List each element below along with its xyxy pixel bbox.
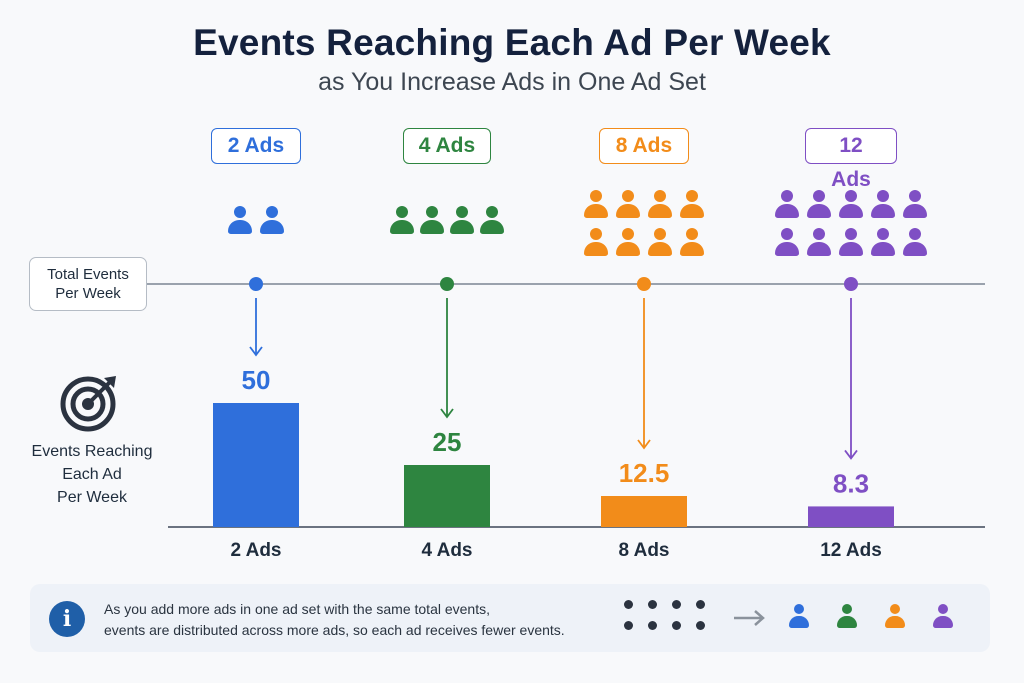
x-tick-label-12-ads: 12 Ads (820, 540, 882, 561)
info-note-box: i As you add more ads in one ad set with… (30, 584, 990, 652)
person-icon (679, 228, 705, 262)
people-group-12-icon (774, 190, 928, 262)
person-icon (227, 206, 253, 240)
y-axis-label-line1: Events Reaching (31, 443, 153, 460)
bar-2-ads (213, 403, 299, 527)
person-icon (583, 228, 609, 262)
person-icon (479, 206, 505, 240)
person-icon (902, 190, 928, 224)
x-tick-label-2-ads: 2 Ads (230, 540, 282, 561)
info-note-line2: events are distributed across more ads, … (104, 622, 565, 638)
person-orange-icon (884, 604, 906, 634)
info-icon: i (49, 601, 85, 637)
people-group-2-icon (227, 206, 285, 240)
distribution-arrowhead (440, 408, 454, 419)
x-tick-label-4-ads: 4 Ads (421, 540, 473, 561)
person-icon (615, 190, 641, 224)
distribution-arrowhead (637, 439, 651, 450)
bar-8-ads (601, 496, 687, 527)
people-group-4-icon (389, 206, 505, 240)
y-axis-label-line3: Per Week (57, 489, 127, 506)
person-icon (806, 190, 832, 224)
person-icon (419, 206, 445, 240)
event-dots-icon (624, 600, 720, 630)
people-group-8-icon (583, 190, 705, 262)
person-icon (259, 206, 285, 240)
person-icon (902, 228, 928, 262)
person-icon (679, 190, 705, 224)
person-icon (647, 190, 673, 224)
total-line-dot (249, 277, 263, 291)
bar-12-ads (808, 506, 894, 527)
person-icon (870, 228, 896, 262)
person-icon (838, 190, 864, 224)
total-line-dot (844, 277, 858, 291)
distribution-arrowhead (844, 449, 858, 460)
bar-data-label: 8.3 (833, 468, 869, 498)
person-purple-icon (932, 604, 954, 634)
total-events-label: Total Events Per Week (29, 257, 147, 311)
person-icon (389, 206, 415, 240)
group-chip-8-ads: 8 Ads (599, 128, 689, 164)
group-chip-4-ads: 4 Ads (403, 128, 491, 164)
bar-4-ads (404, 465, 490, 527)
person-blue-icon (788, 604, 810, 634)
person-icon (583, 190, 609, 224)
person-icon (806, 228, 832, 262)
total-line-dot (440, 277, 454, 291)
distribution-arrowhead (249, 346, 263, 357)
y-axis-label-line2: Each Ad (62, 466, 122, 483)
person-icon (870, 190, 896, 224)
x-tick-label-8-ads: 8 Ads (618, 540, 670, 561)
info-note-line1: As you add more ads in one ad set with t… (104, 601, 490, 617)
arrow-right-icon (734, 610, 765, 626)
chart-subtitle: as You Increase Ads in One Ad Set (318, 68, 706, 96)
total-events-label-line1: Total Events (47, 265, 129, 283)
target-icon (60, 376, 116, 432)
total-events-label-line2: Per Week (55, 285, 121, 302)
person-icon (615, 228, 641, 262)
bar-data-label: 12.5 (619, 458, 670, 488)
chart-title: Events Reaching Each Ad Per Week (193, 22, 831, 63)
person-icon (774, 190, 800, 224)
group-chip-12-ads: 12 Ads (805, 128, 897, 191)
total-line-dot (637, 277, 651, 291)
person-icon (838, 228, 864, 262)
info-note-text: As you add more ads in one ad set with t… (104, 599, 565, 641)
y-axis-label: Events Reaching Each Ad Per Week (22, 440, 162, 509)
person-green-icon (836, 604, 858, 634)
group-chip-2-ads: 2 Ads (211, 128, 301, 164)
person-icon (774, 228, 800, 262)
bar-data-label: 50 (242, 365, 271, 395)
bar-data-label: 25 (433, 427, 462, 457)
person-icon (647, 228, 673, 262)
person-icon (449, 206, 475, 240)
